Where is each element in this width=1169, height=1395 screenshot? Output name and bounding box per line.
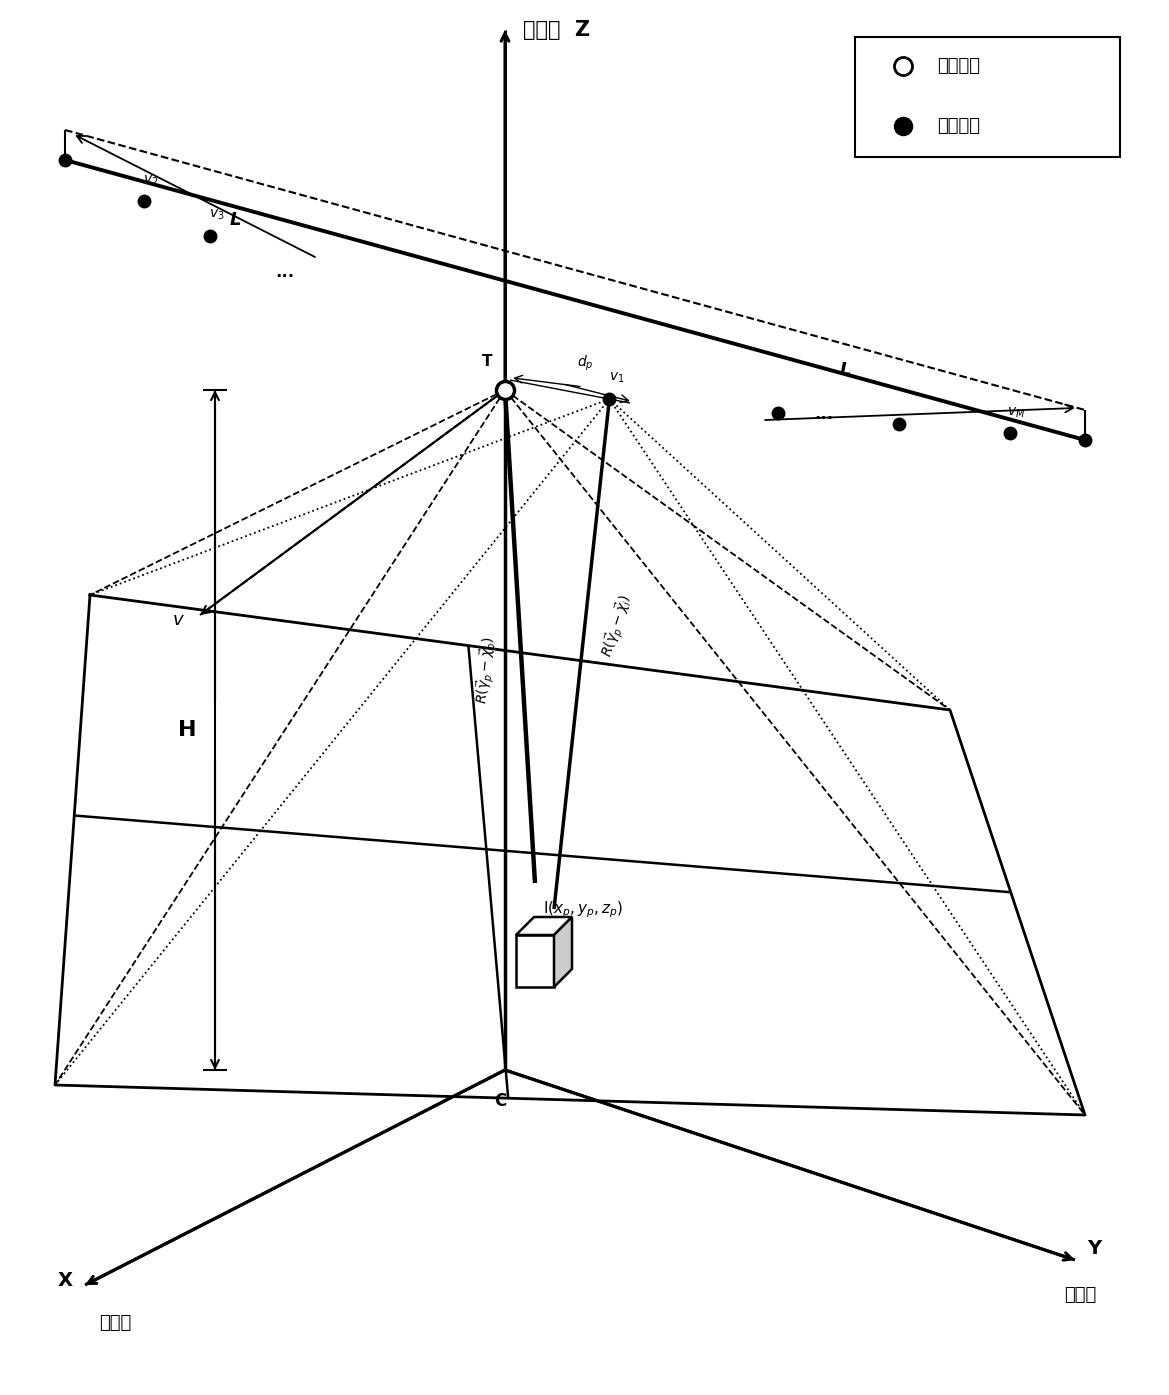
- Text: H: H: [178, 720, 196, 739]
- Text: $R(\vec{\gamma}_p-\vec{\chi}_i)$: $R(\vec{\gamma}_p-\vec{\chi}_i)$: [597, 593, 637, 660]
- Text: 跨航向: 跨航向: [1064, 1286, 1097, 1304]
- Text: 接收天线: 接收天线: [938, 117, 980, 135]
- Text: Y: Y: [1087, 1239, 1101, 1257]
- Text: 发射天线: 发射天线: [938, 57, 980, 75]
- Text: 高程向  Z: 高程向 Z: [523, 20, 590, 40]
- Text: $d_p$: $d_p$: [576, 353, 594, 372]
- Text: L: L: [839, 361, 851, 379]
- Text: $\mathrm{I}(x_p,y_p,z_p)$: $\mathrm{I}(x_p,y_p,z_p)$: [542, 900, 623, 919]
- Text: C: C: [493, 1092, 506, 1110]
- Bar: [516, 935, 554, 988]
- Text: ...: ...: [276, 264, 295, 280]
- Text: X: X: [58, 1271, 72, 1289]
- Polygon shape: [516, 917, 572, 935]
- Text: $v_3$: $v_3$: [209, 208, 224, 222]
- Text: $v$: $v$: [172, 611, 185, 629]
- Text: $v_M$: $v_M$: [1008, 406, 1025, 420]
- Text: $v_2$: $v_2$: [144, 173, 159, 188]
- Text: $v_1$: $v_1$: [609, 371, 624, 385]
- Text: T: T: [482, 354, 492, 370]
- Text: ...: ...: [815, 406, 833, 424]
- Text: $R(\vec{\gamma}_p-\vec{\chi}_o)$: $R(\vec{\gamma}_p-\vec{\chi}_o)$: [472, 635, 500, 704]
- Text: 方位向: 方位向: [99, 1314, 131, 1332]
- FancyBboxPatch shape: [855, 38, 1120, 158]
- Text: L: L: [229, 211, 241, 229]
- Polygon shape: [554, 917, 572, 988]
